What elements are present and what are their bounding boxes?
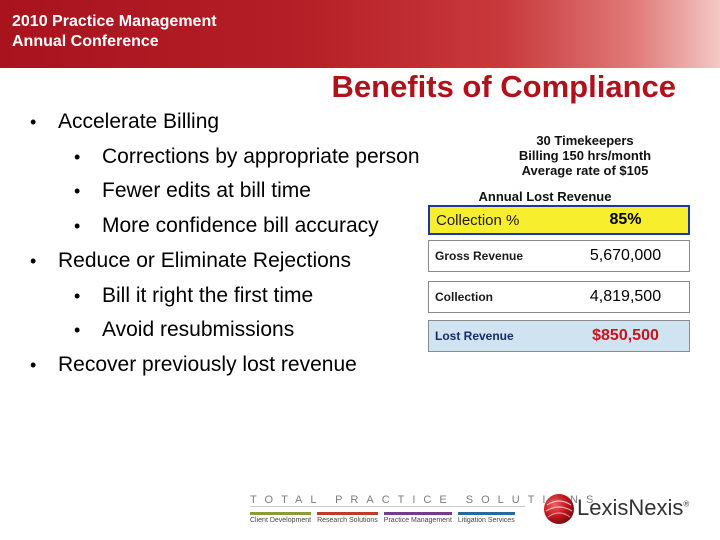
table-title: Annual Lost Revenue (478, 189, 612, 204)
logo-wordmark: LexisNexis® (577, 495, 690, 520)
bullet-item: • More confidence bill accuracy (74, 214, 379, 237)
bullet-item: • Fewer edits at bill time (74, 179, 311, 202)
footer-category: Litigation Services (457, 512, 515, 524)
conference-title-line1: 2010 Practice Management (12, 13, 217, 30)
row-value: $850,500 (592, 327, 659, 344)
table-row-collection: Collection 4,819,500 (428, 281, 690, 313)
row-label: Collection (435, 290, 494, 304)
footer-category: Research Solutions (317, 512, 378, 524)
table-row-collection-pct: Collection % 85% (428, 205, 690, 235)
row-value: 4,819,500 (589, 288, 662, 305)
footer-divider (250, 506, 525, 507)
bullet-item: • Accelerate Billing (30, 110, 220, 133)
conference-title: 2010 Practice Management Annual Conferen… (12, 12, 272, 52)
footer-category: Client Development (250, 512, 312, 524)
assumptions-block: 30 Timekeepers Billing 150 hrs/month Ave… (470, 133, 700, 178)
footer-category: Practice Management (383, 512, 452, 524)
row-label: Lost Revenue (435, 329, 514, 343)
lexisnexis-globe-icon (544, 494, 574, 524)
bullet-item: • Reduce or Eliminate Rejections (30, 249, 351, 272)
header-band: 2010 Practice Management Annual Conferen… (0, 0, 720, 68)
conference-title-line2: Annual Conference (12, 33, 159, 50)
footer-brand: TOTAL PRACTICE SOLUTIONS (250, 494, 602, 506)
row-label: Collection % (436, 211, 520, 229)
row-value: 5,670,000 (589, 247, 662, 264)
assumption-timekeepers: 30 Timekeepers (536, 133, 634, 148)
table-row-lost-revenue: Lost Revenue $850,500 (428, 320, 690, 352)
footer-categories: Client Development Research Solutions Pr… (250, 512, 530, 524)
row-value: 85% (609, 211, 642, 228)
table-row-gross-revenue: Gross Revenue 5,670,000 (428, 240, 690, 272)
bullet-item: • Avoid resubmissions (74, 318, 295, 341)
assumption-hours: Billing 150 hrs/month (518, 148, 652, 163)
bullet-item: • Bill it right the first time (74, 284, 314, 307)
row-label: Gross Revenue (435, 249, 524, 263)
bullet-item: • Recover previously lost revenue (30, 353, 357, 376)
lexisnexis-logo: LexisNexis® (543, 491, 713, 527)
slide-title: Benefits of Compliance (331, 69, 677, 104)
assumption-rate: Average rate of $105 (521, 163, 649, 178)
bullet-item: • Corrections by appropriate person (74, 145, 420, 168)
